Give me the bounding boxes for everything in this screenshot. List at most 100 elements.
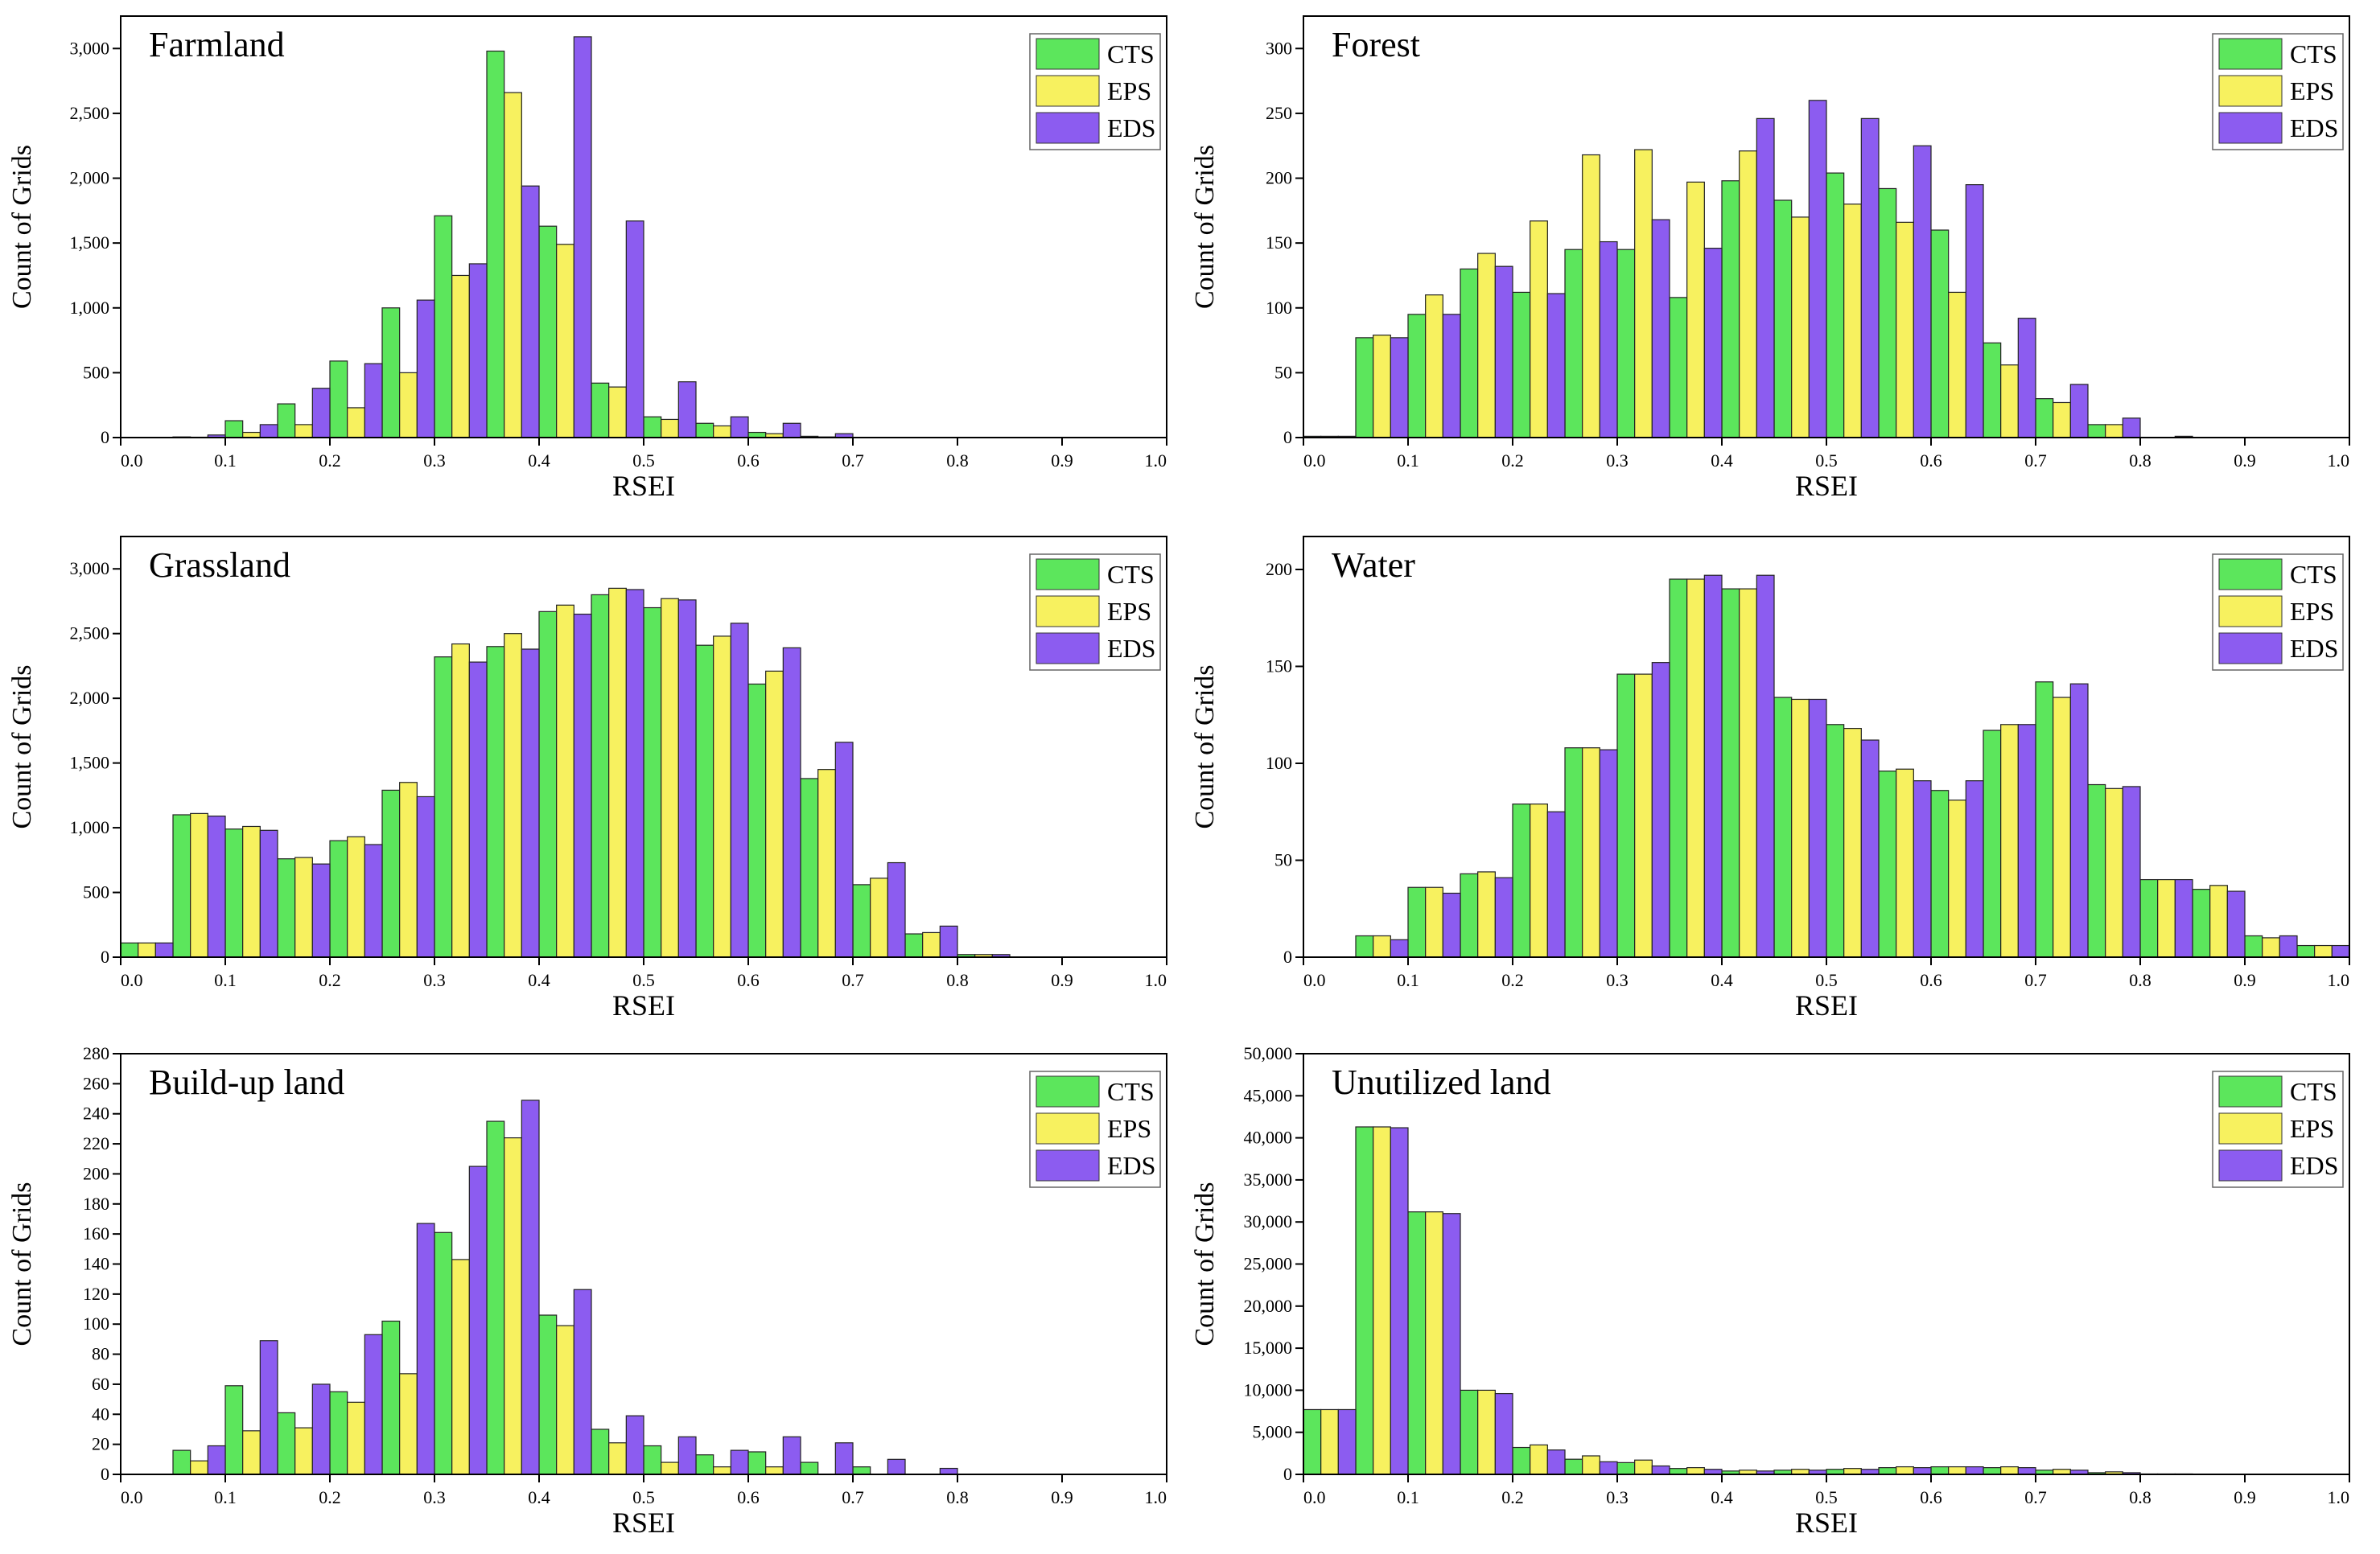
bar-eds-bin-15 <box>939 1467 958 1475</box>
y-tick-label: 3,000 <box>70 38 110 58</box>
bar-eps-bin-8 <box>556 244 574 438</box>
legend-swatch-eds <box>2218 632 2283 664</box>
panel-title: Grassland <box>149 545 290 585</box>
y-tick-label: 20,000 <box>1244 1296 1293 1316</box>
bar-cts-bin-9 <box>1773 199 1793 438</box>
x-tick-label: 1.0 <box>2328 1487 2350 1507</box>
bar-cts-bin-5 <box>381 1320 401 1475</box>
bar-eds-bin-5 <box>416 299 435 438</box>
x-tick-label: 0.2 <box>319 1487 341 1507</box>
legend-swatch-cts <box>1036 558 1100 590</box>
bar-eds-bin-7 <box>521 185 540 438</box>
legend-label-cts: CTS <box>1107 560 1155 589</box>
bar-eds-bin-13 <box>834 1442 854 1475</box>
bar-eds-bin-10 <box>677 599 697 958</box>
bar-eds-bin-16 <box>2174 878 2193 958</box>
bar-eds-bin-12 <box>782 647 801 958</box>
bar-eps-bin-5 <box>399 1373 418 1475</box>
bar-eds-bin-1 <box>1390 337 1409 438</box>
bar-cts-bin-1 <box>1355 337 1374 438</box>
bar-cts-bin-12 <box>747 683 767 958</box>
bar-eps-bin-9 <box>1791 698 1810 958</box>
bar-eds-bin-4 <box>364 1334 383 1475</box>
bar-eps-bin-8 <box>1739 150 1757 438</box>
bar-cts-bin-1 <box>1355 1126 1374 1475</box>
bar-cts-bin-3 <box>1460 873 1479 958</box>
y-tick-label: 240 <box>83 1104 109 1124</box>
x-tick-label: 0.1 <box>1397 450 1419 471</box>
y-tick-label: 140 <box>83 1254 109 1274</box>
bar-cts-bin-2 <box>224 1385 244 1475</box>
x-tick-label: 0.6 <box>737 450 760 471</box>
legend-swatch-eps <box>2218 595 2283 627</box>
bar-eps-bin-12 <box>1948 291 1966 438</box>
y-tick-label: 20 <box>92 1434 109 1454</box>
y-tick-label: 250 <box>1266 103 1292 123</box>
x-tick-label: 0.7 <box>2024 1487 2047 1507</box>
bar-cts-bin-7 <box>486 50 505 438</box>
bar-eds-bin-11 <box>730 1449 749 1475</box>
bar-eds-bin-5 <box>1599 240 1618 438</box>
bar-eds-bin-2 <box>1442 314 1461 438</box>
y-tick-label: 200 <box>1266 559 1292 579</box>
bar-eps-bin-0 <box>138 942 156 958</box>
bar-eps-bin-16 <box>2157 878 2176 958</box>
y-tick-label: 45,000 <box>1244 1085 1293 1105</box>
bar-eds-bin-6 <box>468 1166 488 1475</box>
bar-eps-bin-13 <box>2000 1466 2019 1475</box>
legend-swatch-cts <box>1036 1075 1100 1108</box>
bar-cts-bin-11 <box>695 1454 714 1475</box>
bar-eds-bin-9 <box>1808 100 1827 438</box>
bar-cts-bin-19 <box>2296 944 2316 958</box>
bar-eds-bin-15 <box>2122 417 2141 438</box>
bar-eps-bin-1 <box>190 812 208 958</box>
bar-eps-bin-10 <box>1843 1468 1862 1475</box>
bar-eds-bin-12 <box>1965 1466 1984 1475</box>
bar-eds-bin-10 <box>1860 117 1880 438</box>
x-tick-label: 0.5 <box>632 1487 655 1507</box>
bar-eps-bin-2 <box>1425 1211 1443 1475</box>
bar-eds-bin-0 <box>154 942 174 958</box>
y-tick-label: 1,000 <box>70 298 110 318</box>
bar-eps-bin-10 <box>661 598 679 958</box>
bar-cts-bin-9 <box>591 1429 610 1475</box>
bar-eds-bin-19 <box>2331 944 2350 958</box>
bar-eps-bin-18 <box>2262 937 2280 958</box>
bar-cts-bin-4 <box>1512 803 1531 958</box>
bar-eps-bin-10 <box>1843 727 1862 958</box>
bar-eds-bin-8 <box>573 1289 592 1475</box>
bar-cts-bin-4 <box>329 1391 348 1475</box>
bar-eps-bin-8 <box>556 604 574 958</box>
y-tick-label: 0 <box>1283 1464 1292 1484</box>
x-tick-label: 0.5 <box>632 970 655 990</box>
bar-cts-bin-1 <box>1355 935 1374 958</box>
bar-eps-bin-15 <box>2105 424 2123 438</box>
bar-eds-bin-8 <box>573 613 592 958</box>
bar-eds-bin-9 <box>625 1415 644 1475</box>
x-tick-label: 0.3 <box>1606 450 1629 471</box>
bar-cts-bin-6 <box>434 1231 453 1475</box>
x-tick-label: 0.7 <box>2024 450 2047 471</box>
bar-eps-bin-4 <box>1530 220 1548 438</box>
bar-eds-bin-3 <box>311 388 331 438</box>
bar-eds-bin-3 <box>1494 1392 1513 1475</box>
bar-cts-bin-11 <box>1878 1467 1897 1475</box>
x-tick-label: 0.5 <box>1815 970 1838 990</box>
x-tick-label: 0.9 <box>2234 1487 2256 1507</box>
y-tick-label: 260 <box>83 1073 109 1093</box>
x-tick-label: 0.3 <box>1606 970 1629 990</box>
bar-eps-bin-2 <box>1425 886 1443 958</box>
y-tick-label: 50,000 <box>1244 1043 1293 1063</box>
legend-swatch-cts <box>2218 558 2283 590</box>
legend-label-eps: EPS <box>1107 76 1151 105</box>
x-tick-label: 0.6 <box>737 970 760 990</box>
bar-eds-bin-10 <box>677 381 697 438</box>
bar-eds-bin-7 <box>521 648 540 958</box>
y-tick-label: 0 <box>1283 947 1292 967</box>
bar-eps-bin-9 <box>1791 216 1810 438</box>
bar-cts-bin-14 <box>852 884 871 958</box>
y-tick-label: 100 <box>1266 298 1292 318</box>
bar-eps-bin-9 <box>608 386 627 438</box>
bar-eds-bin-5 <box>416 796 435 958</box>
bar-eps-bin-2 <box>242 825 261 958</box>
